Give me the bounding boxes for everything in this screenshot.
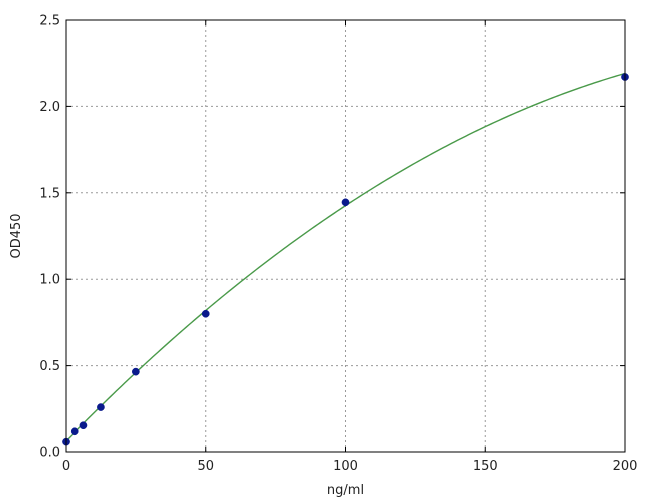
x-tick-label: 150 (473, 459, 498, 474)
data-point (97, 403, 105, 411)
x-tick-label: 50 (197, 459, 214, 474)
x-axis-label: ng/ml (327, 483, 364, 498)
x-tick-label: 100 (333, 459, 358, 474)
x-tick-label: 0 (62, 459, 70, 474)
data-point (79, 421, 88, 430)
y-tick-label: 1.0 (39, 273, 60, 288)
x-tick-label: 200 (613, 459, 638, 474)
data-point (201, 309, 210, 318)
y-axis-label: OD450 (9, 213, 24, 258)
y-axis-ticks: 0.0 0.5 1.0 1.5 2.0 2.5 (39, 14, 625, 461)
x-axis-ticks: 0 50 100 150 200 (62, 20, 638, 474)
grid-lines (66, 20, 625, 452)
data-point (132, 367, 140, 376)
y-tick-label: 2.5 (39, 14, 60, 29)
y-tick-label: 0.5 (39, 359, 60, 374)
data-points-layer (62, 73, 629, 446)
y-tick-label: 0.0 (39, 446, 60, 461)
data-point (70, 427, 79, 436)
y-tick-label: 1.5 (39, 186, 60, 201)
data-point (341, 198, 350, 207)
y-tick-label: 2.0 (39, 100, 60, 115)
